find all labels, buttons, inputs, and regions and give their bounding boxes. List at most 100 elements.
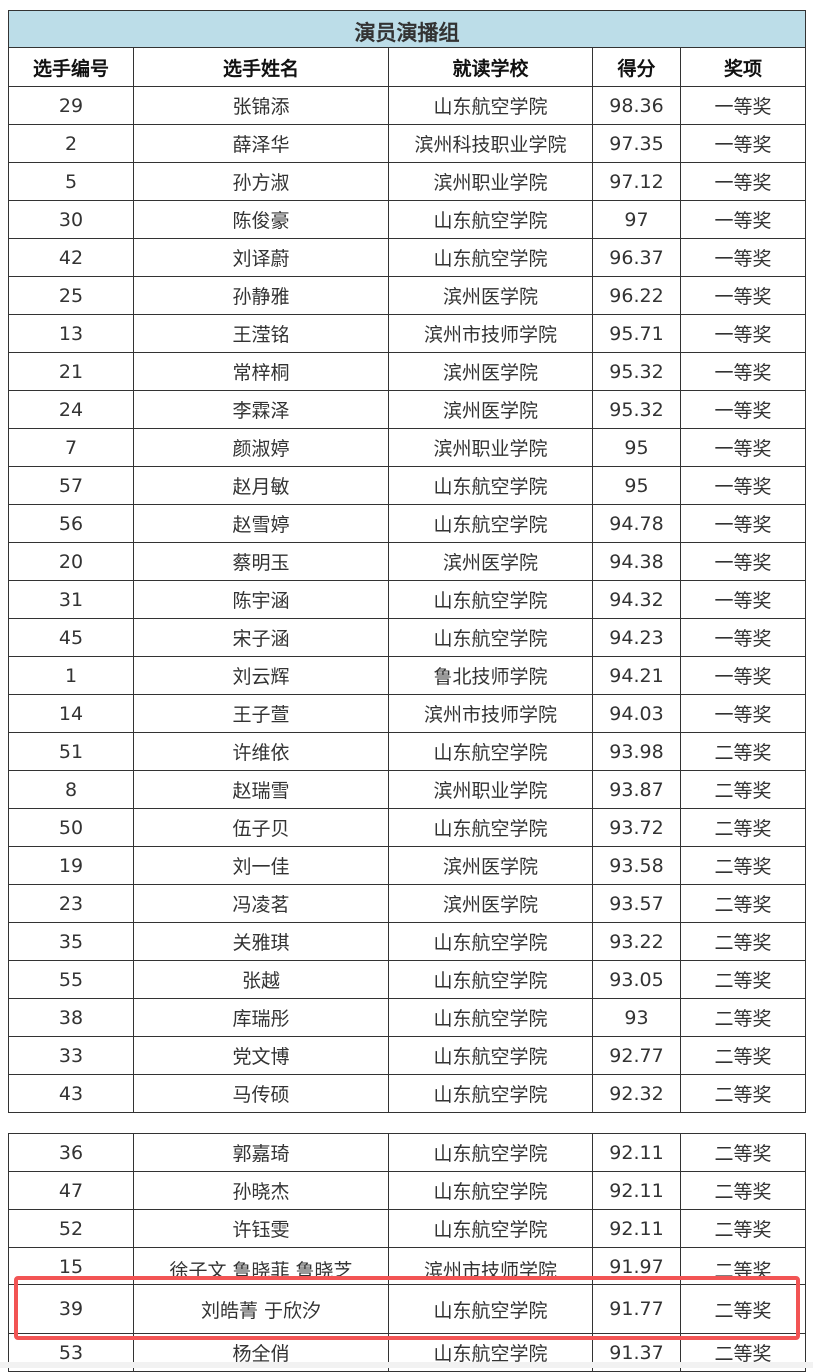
cell-award: 二等奖 — [679, 808, 807, 847]
cell-award: 一等奖 — [679, 694, 807, 733]
table-row: 52 许钰雯 山东航空学院 92.11 二等奖 — [8, 1209, 806, 1248]
header-row: 选手编号 选手姓名 就读学校 得分 奖项 — [8, 47, 807, 87]
cell-award: 一等奖 — [679, 200, 807, 239]
cell-school: 滨州职业学院 — [388, 162, 593, 201]
cell-award: 一等奖 — [679, 238, 807, 277]
cell-name: 马传硕 — [133, 1074, 389, 1113]
cell-id: 56 — [8, 504, 134, 543]
highlight-box — [14, 1276, 800, 1340]
cell-name: 赵瑞雪 — [133, 770, 389, 809]
table-row: 42 刘译蔚 山东航空学院 96.37 一等奖 — [8, 238, 807, 277]
cell-name: 薛泽华 — [133, 124, 389, 163]
cell-score: 93 — [592, 998, 681, 1037]
cell-score: 95.32 — [592, 352, 681, 391]
cell-name: 刘一佳 — [133, 846, 389, 885]
cell-award: 二等奖 — [679, 1036, 807, 1075]
cell-score: 97.35 — [592, 124, 681, 163]
cell-score: 95.71 — [592, 314, 681, 353]
cell-school: 山东航空学院 — [388, 238, 593, 277]
table-row: 23 冯凌茗 滨州医学院 93.57 二等奖 — [8, 884, 807, 923]
cell-award: 二等奖 — [679, 884, 807, 923]
cell-school: 山东航空学院 — [388, 618, 593, 657]
cell-id: 7 — [8, 428, 134, 467]
cell-name: 孙晓杰 — [133, 1171, 389, 1210]
cell-name: 党文博 — [133, 1036, 389, 1075]
cell-id: 2 — [8, 124, 134, 163]
cell-id: 35 — [8, 922, 134, 961]
results-table-continued: 36 郭嘉琦 山东航空学院 92.11 二等奖 47 孙晓杰 山东航空学院 92.11 二等奖 52… — [8, 1133, 806, 1372]
table-row: 14 王子萱 滨州市技师学院 94.03 一等奖 — [8, 694, 807, 733]
cell-id: 19 — [8, 846, 134, 885]
header-school: 就读学校 — [388, 47, 593, 87]
cell-name: 张越 — [133, 960, 389, 999]
table-row: 31 陈宇涵 山东航空学院 94.32 一等奖 — [8, 580, 807, 619]
cell-school: 山东航空学院 — [388, 922, 593, 961]
cell-school: 山东航空学院 — [388, 1036, 593, 1075]
cell-id: 1 — [8, 656, 134, 695]
cell-score: 95 — [592, 428, 681, 467]
table-row: 20 蔡明玉 滨州医学院 94.38 一等奖 — [8, 542, 807, 581]
table-row: 33 党文博 山东航空学院 92.77 二等奖 — [8, 1036, 807, 1075]
cell-id: 52 — [8, 1209, 134, 1248]
cell-school: 山东航空学院 — [388, 466, 593, 505]
cell-award: 一等奖 — [679, 86, 807, 125]
cell-school: 山东航空学院 — [388, 1171, 593, 1210]
cell-school: 滨州科技职业学院 — [388, 124, 593, 163]
header-name: 选手姓名 — [133, 47, 389, 87]
header-id: 选手编号 — [8, 47, 134, 87]
cell-id: 42 — [8, 238, 134, 277]
cell-id: 29 — [8, 86, 134, 125]
cell-award: 一等奖 — [679, 390, 807, 429]
table-row: 35 关雅琪 山东航空学院 93.22 二等奖 — [8, 922, 807, 961]
cell-name: 冯凌茗 — [133, 884, 389, 923]
cell-school: 滨州医学院 — [388, 542, 593, 581]
table-row: 45 宋子涵 山东航空学院 94.23 一等奖 — [8, 618, 807, 657]
cell-award: 一等奖 — [679, 276, 807, 315]
cell-id: 30 — [8, 200, 134, 239]
cell-name: 王滢铭 — [133, 314, 389, 353]
header-award: 奖项 — [679, 47, 807, 87]
cell-award: 二等奖 — [679, 732, 807, 771]
cell-score: 98.36 — [592, 86, 681, 125]
cell-id: 13 — [8, 314, 134, 353]
cell-award: 二等奖 — [679, 922, 807, 961]
cell-name: 孙方淑 — [133, 162, 389, 201]
table-row: 56 赵雪婷 山东航空学院 94.78 一等奖 — [8, 504, 807, 543]
table-row: 39 刘皓菁 于欣汐 山东航空学院 91.77 二等奖 — [8, 1284, 806, 1334]
header-score: 得分 — [592, 47, 681, 87]
cell-name: 伍子贝 — [133, 808, 389, 847]
cell-school: 滨州职业学院 — [388, 428, 593, 467]
cell-id: 5 — [8, 162, 134, 201]
cell-id: 33 — [8, 1036, 134, 1075]
cell-score: 93.22 — [592, 922, 681, 961]
cell-score: 94.23 — [592, 618, 681, 657]
cell-score: 93.72 — [592, 808, 681, 847]
cell-name: 常梓桐 — [133, 352, 389, 391]
cell-score: 94.78 — [592, 504, 681, 543]
cell-score: 97 — [592, 200, 681, 239]
cell-name: 王子萱 — [133, 694, 389, 733]
cell-score: 93.57 — [592, 884, 681, 923]
cell-id: 24 — [8, 390, 134, 429]
cell-score: 92.77 — [592, 1036, 681, 1075]
cell-score: 95.32 — [592, 390, 681, 429]
cell-score: 92.11 — [592, 1133, 681, 1172]
cell-award: 二等奖 — [679, 998, 807, 1037]
cell-id: 57 — [8, 466, 134, 505]
cell-school: 滨州医学院 — [388, 352, 593, 391]
cell-id: 20 — [8, 542, 134, 581]
cell-score: 96.22 — [592, 276, 681, 315]
cell-score: 94.21 — [592, 656, 681, 695]
cell-score: 97.12 — [592, 162, 681, 201]
cell-award: 一等奖 — [679, 542, 807, 581]
cell-award: 二等奖 — [680, 1209, 806, 1248]
cell-award: 一等奖 — [679, 124, 807, 163]
cell-score: 94.03 — [592, 694, 681, 733]
cell-school: 山东航空学院 — [388, 1209, 593, 1248]
cell-id: 23 — [8, 884, 134, 923]
cell-score: 96.37 — [592, 238, 681, 277]
table-row: 36 郭嘉琦 山东航空学院 92.11 二等奖 — [8, 1133, 806, 1172]
cell-award: 一等奖 — [679, 466, 807, 505]
cell-id: 38 — [8, 998, 134, 1037]
cell-name: 蔡明玉 — [133, 542, 389, 581]
